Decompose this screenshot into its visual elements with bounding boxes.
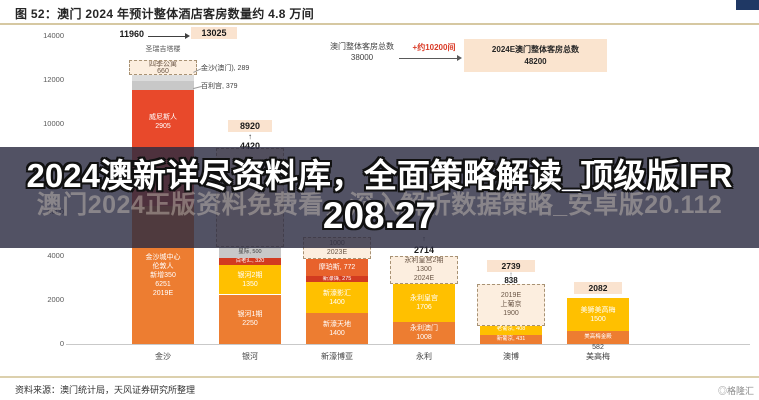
- bar-segment: 新葡京, 431: [480, 334, 542, 344]
- x-axis-label: 银河: [242, 352, 258, 361]
- x-axis-label: 澳博: [503, 352, 519, 361]
- sjm-future-total: 2739: [487, 260, 535, 272]
- arrow-up-icon: ↑: [509, 271, 513, 278]
- corner-decoration: [736, 0, 759, 10]
- bar-segment: 新濠天地 1400: [306, 313, 368, 344]
- flow-arrow-line: [399, 58, 457, 59]
- flow-to-value: 48200: [524, 56, 547, 66]
- bar-segment: 2019E 上葡京 1900: [477, 283, 545, 326]
- overlay-text-primary: 2024澳新详尽资料库，全面策略解读_顶级版IFR: [26, 157, 733, 194]
- sands-dashed-caption: 圣瑞吉塔楼: [145, 46, 181, 53]
- source-note: 资料来源：澳门统计局，天风证券研究所整理: [15, 385, 196, 395]
- bar-segment: 永利皇宫2期 1300 2024E: [390, 255, 458, 285]
- arrow-right-line: [148, 36, 185, 37]
- bar-segment: 永利澳门 1008: [393, 321, 455, 344]
- y-axis-tick: 12000: [43, 75, 64, 84]
- callout-sands-macao: 金沙(澳门), 289: [201, 65, 250, 72]
- bar-segment: [132, 81, 194, 90]
- galaxy-current-total: 4420: [239, 141, 261, 151]
- bar-segment: 美高梅金殿: [567, 331, 629, 344]
- brand-watermark: ◎格隆汇: [717, 386, 754, 396]
- y-axis-tick: 10000: [43, 119, 64, 128]
- bar-segment: 百老汇, 320: [219, 257, 281, 265]
- mgm-total: 2082: [574, 282, 622, 294]
- flow-target-box: 2024E澳门整体客房总数 48200: [464, 39, 607, 72]
- sands-future-total: 13025: [191, 27, 237, 39]
- bar-segment: 银河2期 1350: [219, 264, 281, 295]
- y-axis-tick: 14000: [43, 31, 64, 40]
- x-axis-label: 金沙: [155, 352, 171, 361]
- x-axis-label: 新濠博亚: [321, 352, 353, 361]
- bar-segment: 银河1期 2250: [219, 294, 281, 344]
- wynn-current-total: 2714: [413, 245, 435, 255]
- y-axis-tick: 2000: [47, 295, 64, 304]
- bar-segment: 新濠影汇 1400: [306, 282, 368, 314]
- y-axis-tick: 0: [59, 339, 64, 348]
- mgm-macau-value: 582: [592, 344, 604, 351]
- arrow-right-head-icon: [185, 33, 190, 39]
- y-axis-tick: 4000: [47, 251, 64, 260]
- bar-segment: 摩珀斯, 772: [306, 259, 368, 277]
- flow-from-value: 38000: [350, 53, 374, 62]
- x-axis-label: 美高梅: [586, 352, 610, 361]
- bar-segment: [132, 74, 194, 82]
- overlay-banner: 澳门2024正版资料免费看，深入解析数据策略_安卓版20.112 2024澳新详…: [0, 147, 759, 248]
- bar-segment: 威尼斯人 2905: [132, 89, 194, 154]
- x-axis-label: 永利: [416, 352, 432, 361]
- bar-segment: 四季公寓 660: [129, 60, 197, 75]
- bar-segment: 星际, 500: [219, 246, 281, 258]
- bar-segment: 永利皇宫 1706: [393, 284, 455, 322]
- flow-delta-label: +约10200间: [412, 43, 456, 52]
- x-axis-line: [66, 344, 750, 345]
- arrow-up-icon: ↑: [248, 132, 252, 141]
- callout-plaza: 百利宫, 379: [201, 83, 238, 90]
- footer-divider: [0, 376, 759, 378]
- overlay-text-secondary: 208.27: [322, 195, 437, 236]
- overlay-ghost-text: 澳门2024正版资料免费看，深入解析数据策略_安卓版20.112: [36, 191, 723, 219]
- bar-segment: 新濠锋, 275: [306, 276, 368, 283]
- header-divider: [0, 23, 759, 25]
- bar-segment: 老葡京, 408: [480, 325, 542, 335]
- flow-from-label: 澳门整体客房总数: [330, 42, 394, 51]
- figure-title: 图 52：澳门 2024 年预计整体酒店客房数量约 4.8 万间: [15, 7, 314, 21]
- sjm-current-total: 838: [504, 276, 518, 285]
- flow-arrow-head-icon: [457, 55, 462, 61]
- galaxy-future-total: 8920: [228, 120, 272, 132]
- flow-to-label: 2024E澳门整体客房总数: [491, 44, 580, 54]
- bar-segment: 美狮美高梅 1500: [567, 298, 629, 332]
- sands-current-total: 11960: [119, 29, 144, 39]
